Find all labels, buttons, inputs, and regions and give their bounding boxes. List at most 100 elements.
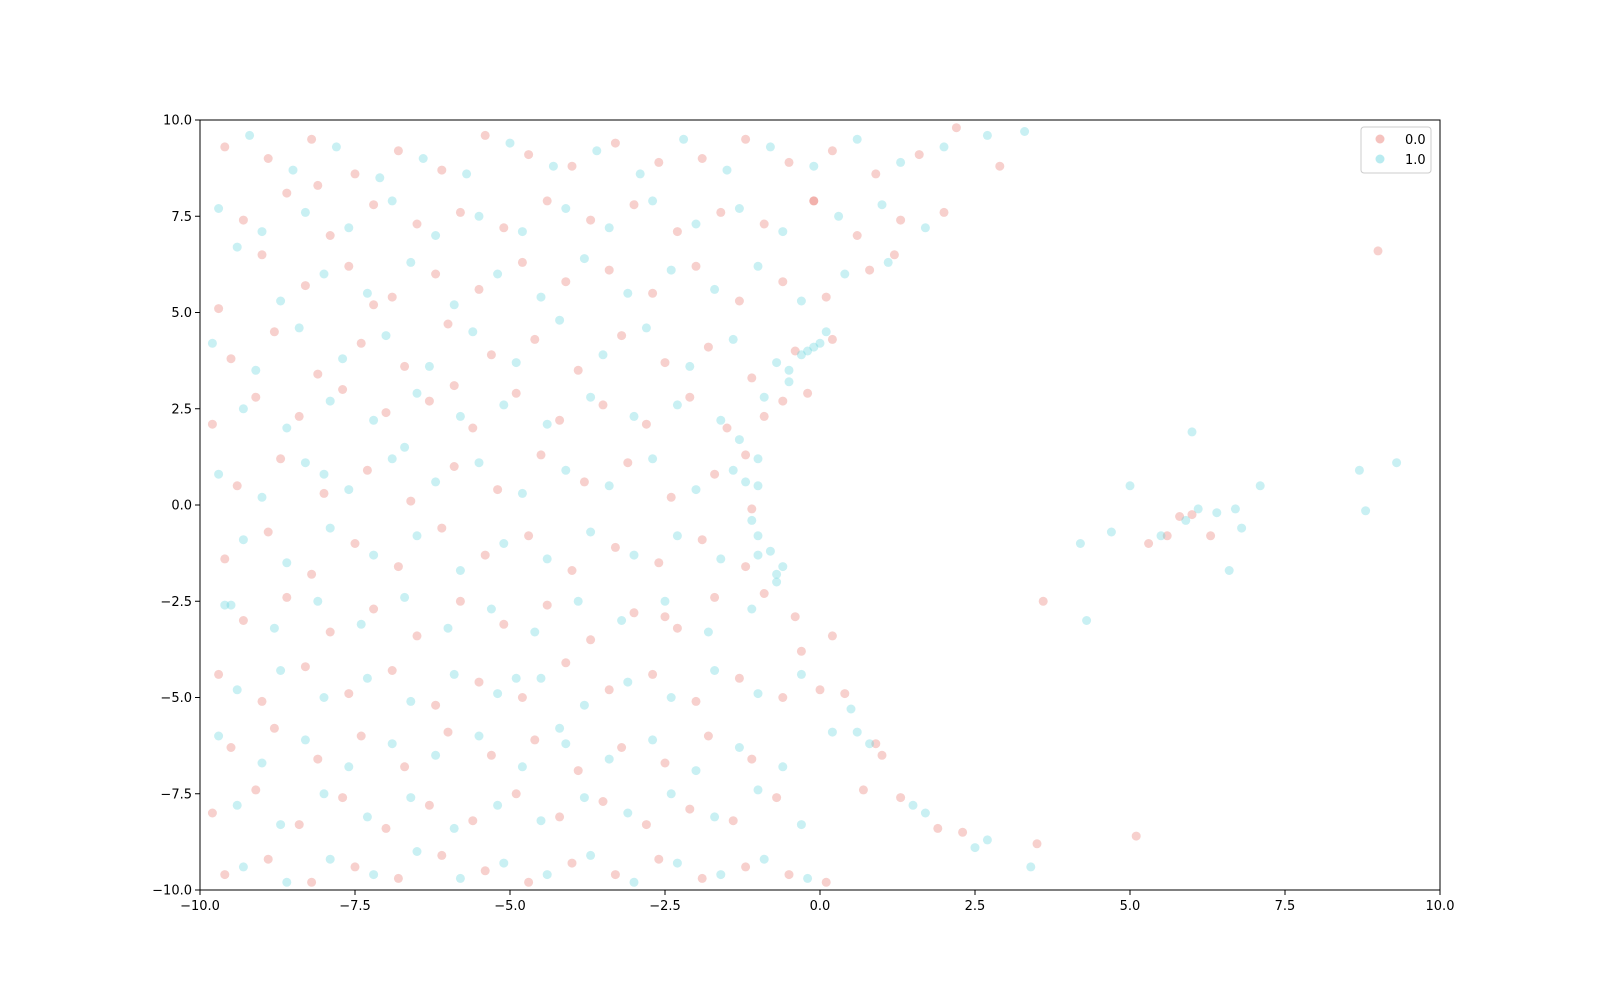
x-axis: −10.0 −7.5 −5.0 −2.5 0.0 2.5 5.0 7.5 10.0 (180, 890, 1454, 914)
point-series-0 (741, 450, 751, 460)
legend-label-0: 0.0 (1405, 133, 1426, 148)
point-series-1 (827, 727, 837, 737)
point-series-0 (933, 823, 943, 833)
point-series-1 (852, 727, 862, 737)
point-series-0 (1373, 246, 1383, 256)
point-series-1 (276, 666, 286, 675)
point-series-0 (747, 373, 757, 383)
point-series-1 (710, 812, 720, 822)
point-series-0 (685, 392, 695, 402)
point-series-1 (431, 750, 441, 760)
point-series-1 (710, 284, 720, 294)
point-series-1 (493, 689, 503, 699)
point-series-0 (784, 870, 794, 880)
point-series-1 (1392, 458, 1402, 468)
point-series-0 (691, 696, 701, 706)
point-series-1 (362, 673, 372, 683)
point-series-0 (424, 800, 434, 810)
point-series-1 (462, 169, 472, 179)
point-series-0 (951, 123, 961, 133)
point-series-1 (555, 315, 565, 325)
point-series-1 (796, 820, 806, 830)
point-series-1 (1237, 523, 1247, 533)
point-series-0 (579, 477, 589, 487)
point-series-1 (778, 762, 788, 772)
point-series-0 (257, 696, 267, 706)
point-series-1 (313, 596, 323, 606)
point-series-1 (232, 242, 242, 252)
point-series-0 (672, 227, 682, 237)
point-series-1 (753, 261, 763, 271)
point-series-1 (412, 531, 422, 541)
point-series-1 (276, 296, 286, 306)
y-tick-label: −2.5 (160, 595, 192, 610)
point-series-0 (623, 458, 633, 468)
point-series-1 (747, 604, 757, 614)
point-series-1 (796, 350, 806, 360)
point-series-0 (654, 558, 664, 568)
point-series-1 (474, 458, 484, 468)
point-series-0 (759, 411, 769, 421)
point-series-0 (821, 292, 831, 302)
point-series-0 (629, 608, 639, 618)
point-series-1 (796, 669, 806, 679)
point-series-1 (294, 323, 304, 333)
point-series-0 (598, 400, 608, 410)
point-series-0 (648, 669, 658, 679)
point-series-0 (313, 369, 323, 379)
point-series-1 (772, 569, 782, 579)
point-series-0 (995, 161, 1005, 171)
point-series-1 (803, 873, 813, 883)
point-series-1 (455, 566, 465, 575)
point-series-0 (387, 292, 397, 302)
point-series-1 (431, 477, 441, 487)
point-series-0 (313, 754, 323, 764)
point-series-0 (896, 215, 906, 225)
point-series-1 (939, 142, 949, 152)
point-series-1 (865, 739, 875, 749)
point-series-1 (207, 338, 217, 348)
legend-box (1360, 126, 1432, 174)
legend: 0.0 1.0 (1360, 126, 1432, 174)
point-series-0 (641, 820, 651, 830)
point-series-1 (579, 793, 589, 803)
point-series-1 (1106, 527, 1116, 537)
point-series-1 (623, 288, 633, 298)
point-series-1 (908, 800, 918, 810)
point-series-1 (648, 454, 658, 464)
point-series-0 (263, 854, 273, 864)
point-series-0 (759, 219, 769, 229)
point-series-0 (530, 334, 540, 344)
point-series-1 (356, 619, 366, 629)
point-series-0 (573, 365, 583, 375)
point-series-1 (406, 793, 416, 803)
point-series-1 (344, 485, 354, 495)
point-series-0 (474, 284, 484, 294)
point-series-0 (524, 531, 534, 541)
point-series-1 (573, 596, 583, 606)
point-series-1 (629, 411, 639, 421)
point-series-0 (555, 415, 565, 425)
point-series-0 (251, 392, 261, 402)
point-series-1 (753, 454, 763, 464)
point-series-1 (1026, 862, 1036, 872)
point-series-0 (455, 596, 465, 606)
point-series-0 (232, 481, 242, 491)
point-series-0 (480, 550, 490, 560)
point-series-0 (1162, 531, 1172, 541)
point-series-1 (772, 577, 782, 587)
point-series-1 (319, 269, 329, 279)
point-series-0 (499, 619, 509, 629)
point-series-0 (369, 200, 379, 210)
point-series-0 (772, 793, 782, 803)
point-series-0 (660, 612, 670, 622)
point-series-1 (623, 808, 633, 818)
point-series-0 (803, 388, 813, 398)
point-series-0 (468, 816, 478, 826)
point-series-1 (765, 546, 775, 556)
point-series-0 (778, 396, 788, 406)
point-series-1 (1156, 531, 1166, 541)
point-series-1 (269, 623, 279, 633)
point-series-1 (1361, 506, 1371, 516)
point-series-1 (623, 677, 633, 687)
